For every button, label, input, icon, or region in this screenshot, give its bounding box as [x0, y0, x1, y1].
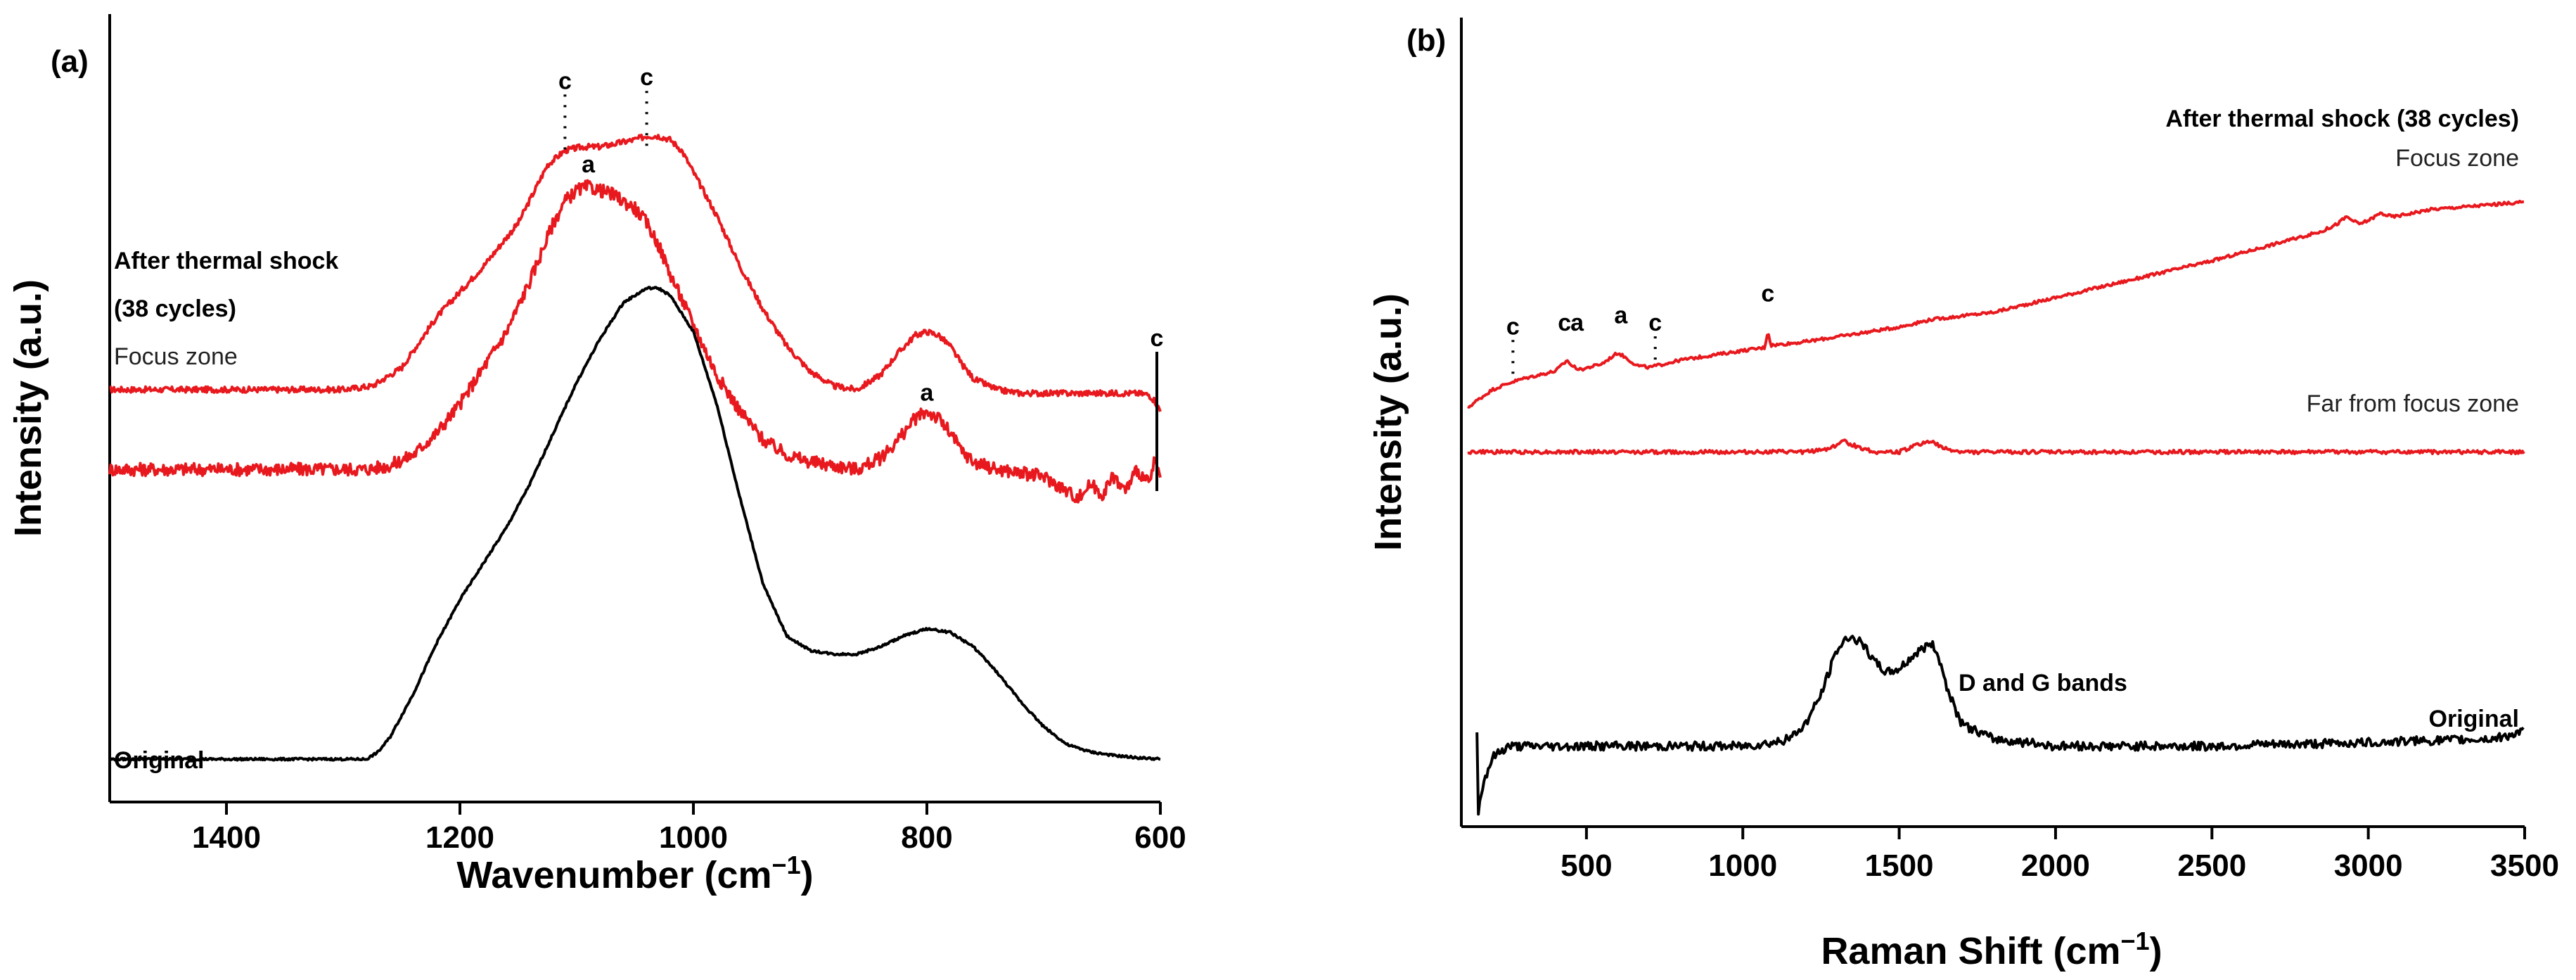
- peak-label: a: [582, 151, 596, 178]
- peak-label: c: [1506, 313, 1520, 340]
- series-line: [108, 179, 1162, 504]
- panel-b-x-ticks: 500 1000 1500 2000 2500 3000 3500: [1561, 827, 2559, 883]
- series-line: [108, 286, 1161, 762]
- panel-a-x-axis-title: Wavenumber (cm−1): [456, 851, 813, 896]
- x-tick-label: 2000: [2021, 848, 2090, 883]
- panel-b-annotation: Far from focus zone: [2307, 390, 2519, 417]
- panel-b-annotation: D and G bands: [1959, 670, 2127, 696]
- panel-b-annotation: Focus zone: [2395, 145, 2519, 172]
- panel-b-peak-labels: c ca a cc: [1506, 280, 1774, 378]
- series-line: [1475, 635, 2525, 816]
- peak-label: c: [1648, 310, 1662, 336]
- panel-b-annotation: After thermal shock (38 cycles): [2165, 106, 2519, 132]
- x-tick-label: 1000: [1708, 848, 1777, 883]
- x-tick-label: 500: [1561, 848, 1612, 883]
- peak-label: a: [921, 379, 935, 406]
- peak-label: c: [1151, 325, 1164, 352]
- panel-b: (b) 500 1000 1500 2000 2500 3000 3500 Intensit…: [1367, 18, 2559, 972]
- panel-a-y-axis-title: Intensity (a.u.): [7, 279, 49, 537]
- peak-label: c: [640, 64, 653, 91]
- panel-a-series: [108, 134, 1162, 762]
- panel-b-series: [1467, 199, 2525, 816]
- peak-label: c: [1761, 280, 1774, 307]
- peak-label: a: [1570, 310, 1584, 336]
- x-tick-label: 1000: [659, 820, 728, 855]
- panel-b-y-axis-title: Intensity (a.u.): [1367, 293, 1409, 551]
- series-line: [109, 134, 1162, 412]
- panel-a-annotation: Original: [114, 747, 204, 774]
- panel-a-annotation: After thermal shock: [114, 248, 338, 274]
- panel-b-x-axis-title: Raman Shift (cm−1): [1821, 927, 2162, 972]
- x-tick-label: 800: [901, 820, 952, 855]
- x-tick-label: 2500: [2177, 848, 2246, 883]
- x-tick-label: 1500: [1865, 848, 1934, 883]
- x-tick-label: 3000: [2334, 848, 2403, 883]
- x-tick-label: 600: [1134, 820, 1186, 855]
- panel-a-x-ticks: 1400 1200 1000 800 600: [192, 802, 1186, 855]
- panel-a-peak-labels: c c a a c: [558, 64, 1164, 491]
- series-line: [1467, 199, 2524, 409]
- x-tick-label: 1200: [425, 820, 494, 855]
- panel-b-label: (b): [1406, 23, 1446, 58]
- x-tick-label: 3500: [2490, 848, 2559, 883]
- peak-label: c: [558, 68, 572, 94]
- panel-a-label: (a): [51, 44, 89, 79]
- panel-a-annotation: Focus zone: [114, 343, 238, 370]
- x-tick-label: 1400: [192, 820, 261, 855]
- peak-label: c: [1558, 310, 1571, 336]
- panel-a: (a) 1400 1200 1000 800 600 Intensity (a.u.) …: [7, 14, 1186, 896]
- peak-label: a: [1614, 303, 1628, 329]
- series-line: [1467, 438, 2525, 456]
- panel-a-annotation: (38 cycles): [114, 295, 236, 322]
- panel-b-annotation: Original: [2429, 706, 2519, 732]
